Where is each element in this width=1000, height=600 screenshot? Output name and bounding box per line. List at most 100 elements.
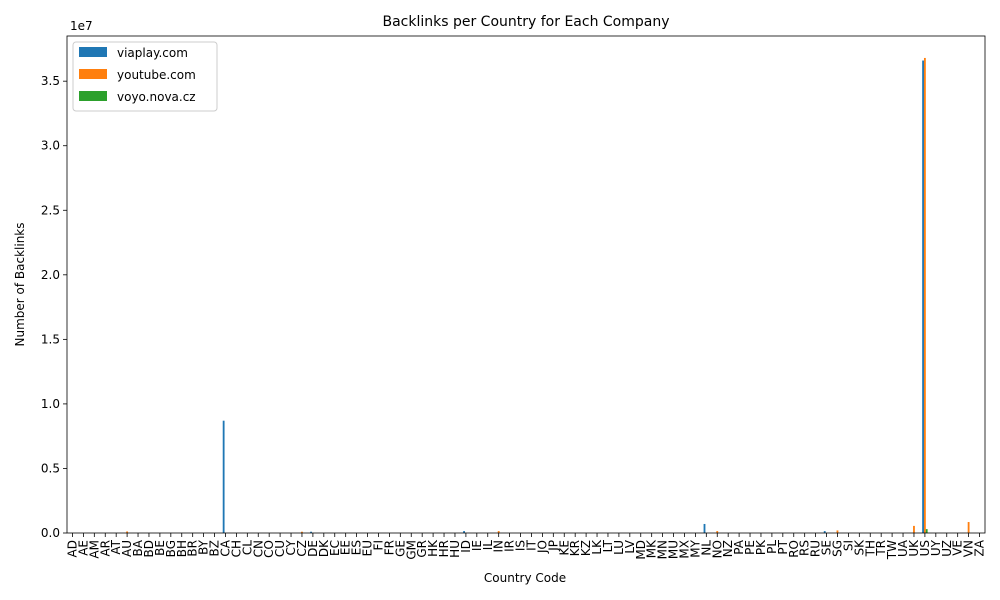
- x-ticks-group: ADAEAMARATAUBABDBEBGBHBRBYBZCACHCLCNCOCU…: [65, 533, 987, 560]
- x-tick-label: EE: [339, 540, 353, 555]
- bar-viaplay-com-id: [463, 531, 465, 533]
- x-tick-label: BE: [153, 540, 167, 556]
- y-tick-label: 3.0: [41, 139, 60, 153]
- x-tick-label: IN: [492, 540, 506, 553]
- bar-youtube-com-us: [923, 57, 926, 533]
- x-tick-label: IL: [481, 540, 495, 551]
- x-tick-label: CZ: [295, 540, 309, 557]
- x-tick-label: GE: [393, 540, 407, 557]
- y-tick-label: 2.5: [41, 203, 60, 217]
- x-tick-label: ZA: [973, 539, 987, 556]
- x-tick-label: CN: [251, 540, 265, 557]
- x-tick-label: NO: [710, 540, 724, 558]
- x-tick-label: AT: [109, 539, 123, 554]
- x-tick-label: SG: [830, 540, 844, 557]
- chart-title: Backlinks per Country for Each Company: [382, 14, 669, 30]
- x-tick-label: NZ: [721, 540, 735, 557]
- bar-youtube-com-vn: [967, 522, 970, 533]
- x-tick-label: RO: [787, 540, 801, 558]
- x-tick-label: CY: [284, 539, 298, 555]
- x-tick-label: UA: [896, 539, 910, 557]
- x-tick-label: IE: [470, 540, 484, 551]
- legend-label-voyo-nova-cz: voyo.nova.cz: [117, 90, 196, 104]
- x-tick-label: LV: [623, 539, 637, 553]
- x-tick-label: MK: [645, 539, 659, 558]
- x-tick-label: ES: [350, 540, 364, 555]
- x-tick-label: BZ: [208, 540, 222, 556]
- x-tick-label: MU: [667, 540, 681, 559]
- x-tick-label: AR: [98, 540, 112, 557]
- x-tick-label: BG: [164, 540, 178, 557]
- x-tick-label: AD: [65, 540, 79, 557]
- x-tick-label: UZ: [940, 540, 954, 557]
- x-tick-label: GM: [404, 540, 418, 560]
- x-tick-label: BR: [186, 540, 200, 557]
- bar-voyo-nova-cz-us: [925, 529, 928, 533]
- legend-swatch-voyo-nova-cz: [79, 91, 107, 101]
- x-tick-label: VN: [962, 540, 976, 557]
- bars-group: [126, 57, 970, 533]
- x-tick-label: AU: [120, 540, 134, 557]
- x-tick-label: ID: [459, 540, 473, 553]
- x-tick-label: KE: [557, 540, 571, 555]
- x-tick-label: NL: [699, 540, 713, 556]
- bar-viaplay-com-se: [823, 531, 826, 533]
- bar-viaplay-com-nl: [703, 523, 706, 533]
- x-tick-label: IR: [503, 540, 517, 552]
- x-tick-label: AE: [76, 540, 90, 556]
- x-tick-label: MN: [656, 540, 670, 559]
- bar-viaplay-com-us: [922, 60, 924, 533]
- x-tick-label: PE: [743, 540, 757, 555]
- x-tick-label: EU: [361, 540, 375, 556]
- x-tick-label: CU: [273, 540, 287, 557]
- x-tick-label: PA: [732, 539, 746, 554]
- x-axis-label: Country Code: [484, 571, 566, 585]
- x-tick-label: KZ: [579, 540, 593, 556]
- x-tick-label: JP: [546, 540, 560, 552]
- x-tick-label: BY: [197, 539, 211, 555]
- x-tick-label: FR: [382, 540, 396, 555]
- x-tick-label: FI: [371, 540, 385, 550]
- x-tick-label: LT: [601, 539, 615, 552]
- x-tick-label: BH: [175, 540, 189, 557]
- x-tick-label: MD: [634, 540, 648, 560]
- x-tick-label: TW: [885, 540, 899, 560]
- y-axis-label: Number of Backlinks: [13, 222, 27, 346]
- legend-label-youtube-com: youtube.com: [117, 68, 196, 82]
- y-tick-label: 2.0: [41, 268, 60, 282]
- bar-youtube-com-cz: [301, 531, 303, 533]
- legend-box: [72, 41, 218, 112]
- x-tick-label: RS: [798, 540, 812, 556]
- x-tick-label: UY: [929, 539, 943, 556]
- x-tick-label: MX: [677, 540, 691, 559]
- x-tick-label: PT: [776, 539, 790, 554]
- x-tick-label: IT: [524, 539, 538, 551]
- bar-youtube-com-sg: [836, 530, 839, 533]
- x-tick-label: VE: [951, 540, 965, 556]
- x-tick-label: JO: [535, 540, 549, 554]
- x-tick-label: BA: [131, 539, 145, 556]
- x-tick-label: PL: [765, 540, 779, 554]
- x-tick-label: LK: [590, 539, 604, 555]
- x-tick-label: LU: [612, 540, 626, 555]
- x-tick-label: EC: [328, 540, 342, 556]
- y-tick-label: 0.5: [41, 461, 60, 475]
- x-tick-label: CH: [229, 540, 243, 557]
- bar-youtube-com-no: [716, 531, 719, 533]
- legend-swatch-viaplay-com: [79, 47, 107, 57]
- x-tick-label: GR: [415, 540, 429, 558]
- legend-label-viaplay-com: viaplay.com: [117, 46, 188, 60]
- x-tick-label: UK: [907, 539, 921, 557]
- x-tick-label: MY: [688, 539, 702, 557]
- x-tick-label: CA: [218, 539, 232, 556]
- x-tick-label: HR: [437, 540, 451, 557]
- y-tick-label: 1.0: [41, 397, 60, 411]
- x-tick-label: HU: [448, 540, 462, 558]
- bar-youtube-com-in: [497, 531, 500, 533]
- bar-youtube-com-au: [126, 531, 129, 533]
- x-tick-label: PK: [754, 539, 768, 555]
- x-tick-label: DK: [317, 539, 331, 557]
- legend-swatch-youtube-com: [79, 69, 107, 79]
- y-tick-label: 0.0: [41, 526, 60, 540]
